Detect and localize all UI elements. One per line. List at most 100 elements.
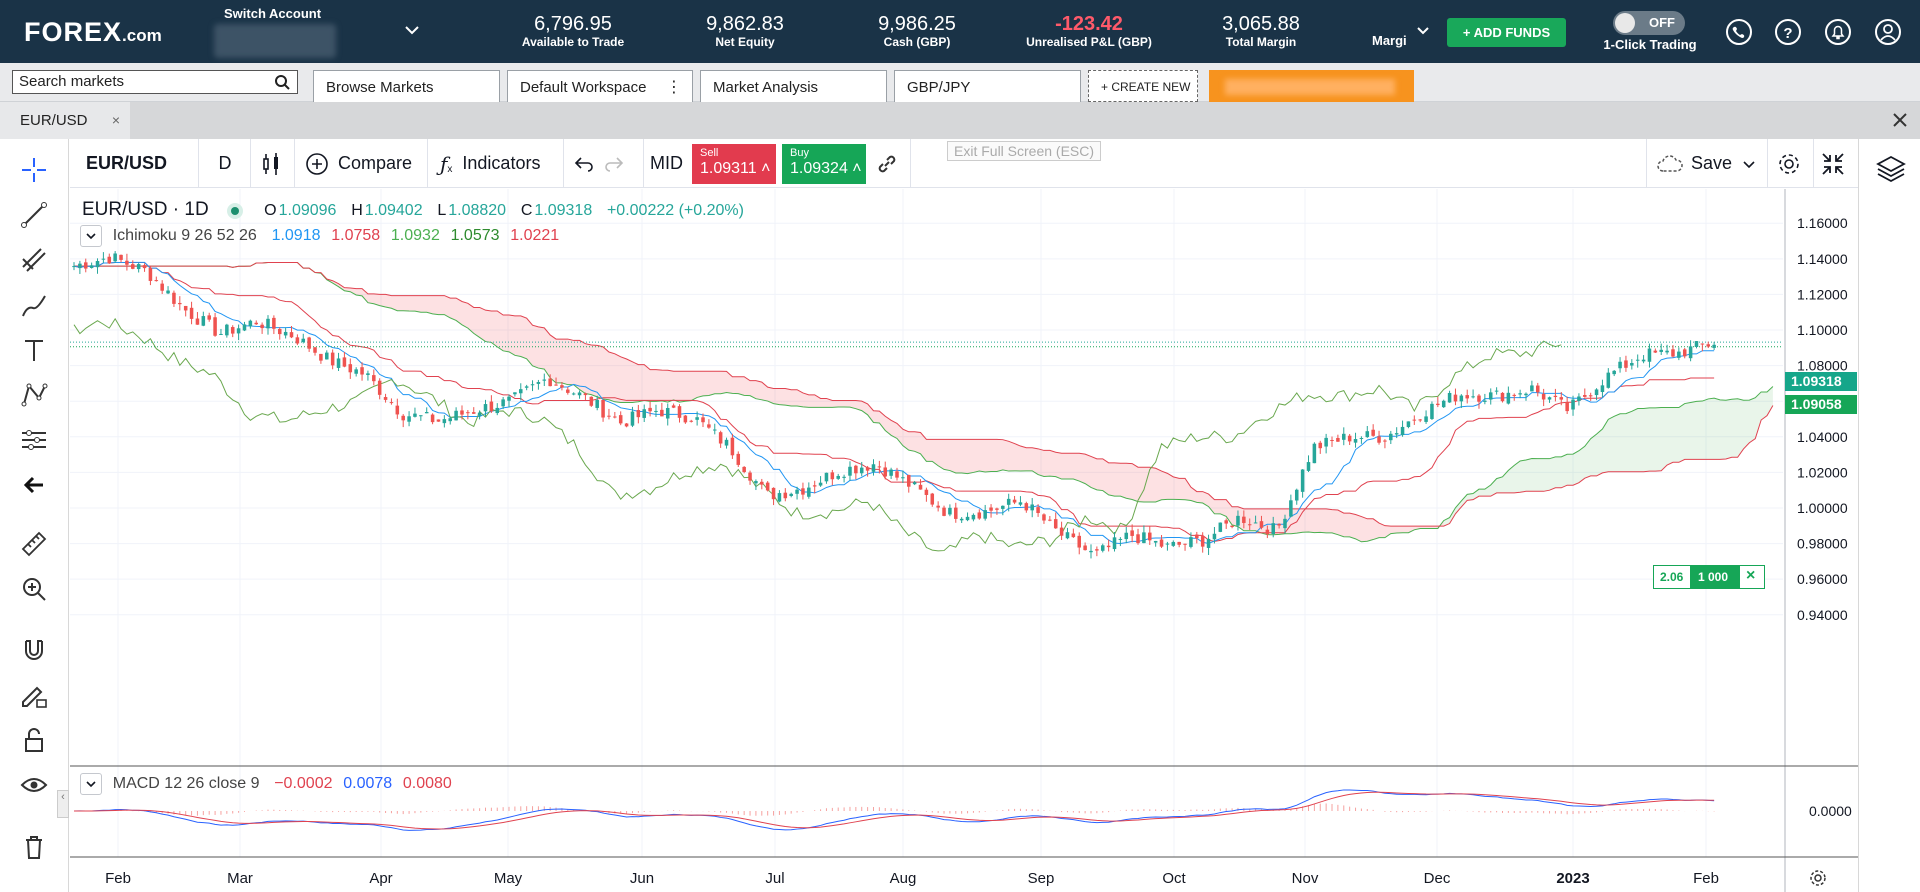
interval-selector[interactable]: D [218, 153, 232, 173]
chevron-down-icon[interactable] [402, 20, 422, 40]
position-widget[interactable]: 2.06 1 000 × [1653, 565, 1765, 589]
y-tick-label: 1.00000 [1797, 500, 1848, 516]
buy-button[interactable]: Buy 1.09324 ˄ [782, 144, 866, 184]
candle-body [1136, 534, 1140, 544]
candle-body [119, 254, 123, 260]
search-markets-input[interactable]: Search markets [12, 70, 298, 94]
link-icon[interactable] [874, 139, 900, 188]
candle-body [906, 474, 911, 487]
arrow-left-icon[interactable] [17, 468, 51, 502]
candle-body [859, 467, 864, 474]
candle-body [677, 406, 682, 418]
notifications-icon[interactable] [1824, 18, 1852, 46]
candle-body [1095, 549, 1099, 551]
phone-icon[interactable] [1725, 18, 1753, 46]
promo-tab-redacted[interactable] [1209, 70, 1414, 102]
candle-body [824, 472, 829, 482]
candle-body [654, 410, 658, 412]
drawing-toolbar [0, 139, 69, 892]
account-icon[interactable] [1874, 18, 1902, 46]
candle-body [642, 409, 646, 418]
price-chart[interactable]: 1.160001.140001.120001.100001.080001.060… [70, 189, 1858, 892]
sell-button[interactable]: Sell 1.09311 ˄ [692, 144, 776, 184]
magnet-icon[interactable] [17, 633, 51, 667]
create-new-tab-button[interactable]: + CREATE NEW [1088, 70, 1198, 102]
switch-account-label[interactable]: Switch Account [224, 6, 322, 21]
more-options-icon[interactable]: ⋮ [666, 79, 682, 96]
add-funds-button[interactable]: + ADD FUNDS [1447, 18, 1566, 47]
pattern-icon[interactable] [17, 378, 51, 412]
save-button[interactable]: Save [1655, 139, 1758, 188]
tab-default-workspace[interactable]: Default Workspace ⋮ [507, 70, 693, 102]
layers-icon[interactable] [1875, 153, 1907, 185]
candle-body [771, 487, 776, 500]
candle-body [760, 481, 764, 485]
crosshair-icon[interactable] [17, 153, 51, 187]
candle-body [78, 263, 82, 269]
close-icon[interactable] [1890, 110, 1910, 130]
candle-body [1659, 349, 1663, 352]
position-price-badge: 1.09058 [1785, 395, 1857, 414]
candle-body [219, 333, 223, 335]
candle-body [1694, 341, 1699, 347]
chart-canvas[interactable]: 1.160001.140001.120001.100001.080001.060… [70, 189, 1858, 892]
tab-market-analysis[interactable]: Market Analysis [700, 70, 887, 102]
price-type-mid[interactable]: MID [650, 153, 683, 173]
workspace-tabs-bar: Search markets Browse Markets Default Wo… [0, 63, 1920, 102]
settings-icon[interactable] [1808, 868, 1828, 888]
chevron-down-icon[interactable] [1414, 22, 1432, 40]
candle-body [1441, 400, 1446, 408]
candlestick-type-icon[interactable] [258, 139, 284, 188]
lock-drawing-icon[interactable] [17, 678, 51, 712]
fibonacci-icon[interactable] [17, 243, 51, 277]
candle-body [1447, 392, 1452, 403]
symbol-selector[interactable]: EUR/USD [86, 153, 168, 173]
account-name-redacted[interactable] [214, 24, 336, 58]
compare-button[interactable]: Compare [304, 139, 412, 188]
candle-body [148, 267, 153, 281]
candle-body [854, 465, 858, 474]
close-icon[interactable]: × [111, 112, 120, 128]
zoom-in-icon[interactable] [17, 572, 51, 606]
candle-body [1500, 392, 1505, 402]
text-tool-icon[interactable] [17, 333, 51, 367]
x-tick-label: Aug [890, 870, 917, 887]
instrument-tab-eurusd[interactable]: EUR/USD × [0, 102, 130, 139]
candle-body [589, 396, 594, 406]
unlock-icon[interactable] [17, 723, 51, 757]
candle-body [1406, 421, 1411, 428]
candle-body [989, 507, 993, 511]
undo-icon[interactable] [573, 139, 595, 188]
trend-line-icon[interactable] [17, 198, 51, 232]
candle-body [1465, 395, 1469, 399]
candle-body [671, 405, 676, 408]
chevron-up-icon: ˄ [852, 160, 862, 177]
indicators-button[interactable]: ƒ x Indicators [440, 151, 541, 176]
fullscreen-exit-icon[interactable] [1820, 139, 1846, 188]
collapse-toolbar-handle[interactable]: ‹ [57, 790, 69, 818]
candle-body [1294, 489, 1299, 501]
brush-icon[interactable] [17, 288, 51, 322]
tab-gbp-jpy[interactable]: GBP/JPY [894, 70, 1081, 102]
exit-fullscreen-tooltip[interactable]: Exit Full Screen (ESC) [947, 141, 1102, 161]
candle-body [213, 317, 217, 336]
trash-icon[interactable] [17, 830, 51, 864]
x-tick-label: Sep [1028, 870, 1055, 887]
forex-logo[interactable]: FOREX.com [24, 17, 162, 47]
eye-icon[interactable] [17, 768, 51, 802]
senkou-span-b [74, 262, 1774, 527]
settings-icon[interactable] [1776, 139, 1802, 188]
redo-icon[interactable] [603, 139, 625, 188]
search-icon[interactable] [274, 74, 291, 91]
help-icon[interactable]: ? [1774, 18, 1802, 46]
macd-legend[interactable]: MACD 12 26 close 9 −0.0002 0.0078 0.0080 [80, 773, 458, 795]
tab-browse-markets[interactable]: Browse Markets [313, 70, 500, 102]
candle-body [877, 466, 882, 468]
candle-body [524, 386, 529, 388]
prediction-icon[interactable] [17, 423, 51, 457]
candle-body [1006, 498, 1011, 505]
candle-body [189, 307, 194, 319]
one-click-trading-toggle[interactable]: OFF [1613, 11, 1685, 35]
ruler-icon[interactable] [17, 527, 51, 561]
ichimoku-legend[interactable]: Ichimoku 9 26 52 26 1.0918 1.0758 1.0932… [80, 225, 565, 247]
